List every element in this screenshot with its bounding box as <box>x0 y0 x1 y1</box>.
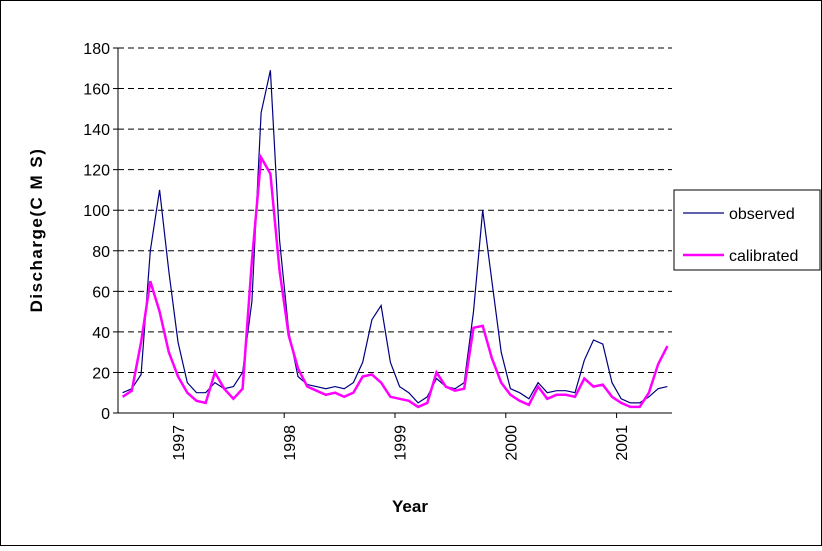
y-tick-label: 0 <box>101 406 110 423</box>
y-tick-label: 160 <box>83 82 110 99</box>
y-tick-label: 80 <box>92 244 110 261</box>
chart-border <box>1 1 822 546</box>
x-tick-label: 2000 <box>503 425 520 461</box>
y-tick-label: 120 <box>83 163 110 180</box>
y-axis-title: Discharge(C M S) <box>27 148 46 313</box>
legend-label: observed <box>729 206 795 223</box>
y-tick-label: 40 <box>92 325 110 342</box>
y-tick-label: 180 <box>83 41 110 58</box>
x-axis-title: Year <box>392 497 428 516</box>
x-tick-label: 1998 <box>282 425 299 461</box>
x-tick-label: 1999 <box>393 425 410 461</box>
x-tick-label: 1997 <box>171 425 188 461</box>
y-tick-label: 20 <box>92 365 110 382</box>
legend-label: calibrated <box>729 248 798 265</box>
y-tick-label: 60 <box>92 284 110 301</box>
y-tick-label: 140 <box>83 122 110 139</box>
x-tick-label: 2001 <box>614 425 631 461</box>
chart: Year Discharge(C M S) 0 20 40 60 80 100 120 140… <box>0 0 822 546</box>
y-tick-label: 100 <box>83 203 110 220</box>
